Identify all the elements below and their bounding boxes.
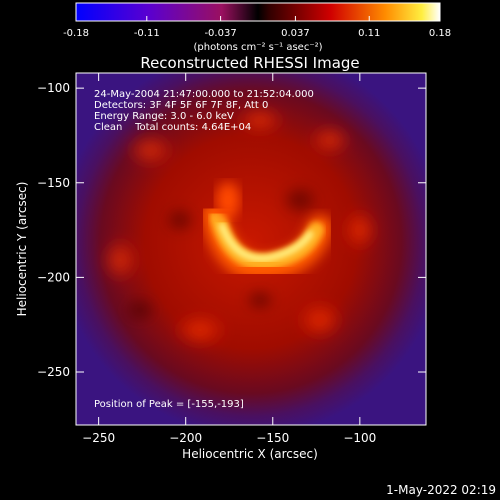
image-plot [76,73,426,425]
x-tick-label: −250 [82,431,115,445]
y-tick-label: −100 [37,81,70,95]
info-block: 24-May-2004 21:47:00.000 to 21:52:04.000… [94,89,314,133]
x-tick-label: −150 [256,431,289,445]
colorbar-tick-label: 0.18 [429,28,451,39]
y-tick-label: −150 [37,176,70,190]
colorbar [75,2,441,22]
x-axis-label: Heliocentric X (arcsec) [182,447,318,461]
colorbar-tick-label: -0.11 [134,28,160,39]
colorbar-tick-label: 0.11 [358,28,380,39]
y-tick-label: −250 [37,365,70,379]
info-line-detectors: Detectors: 3F 4F 5F 6F 7F 8F, Att 0 [94,100,268,111]
info-line-time: 24-May-2004 21:47:00.000 to 21:52:04.000 [94,89,314,100]
timestamp: 1-May-2022 02:19 [386,483,496,497]
colorbar-tick-label: -0.037 [204,28,236,39]
info-line-clean: Clean Total counts: 4.64E+04 [94,122,251,133]
info-line-energy: Energy Range: 3.0 - 6.0 keV [94,111,234,122]
plot-title: Reconstructed RHESSI Image [140,54,359,72]
colorbar-unit-label: (photons cm⁻² s⁻¹ asec⁻²) [193,42,322,53]
colorbar-tick-label: -0.18 [63,28,89,39]
colorbar-tick-label: 0.037 [281,28,310,39]
peak-position-label: Position of Peak = [-155,-193] [94,399,244,410]
emission-texture [100,105,378,348]
x-tick-label: −200 [169,431,202,445]
flare-crescent [201,182,333,282]
plot-frame [75,72,427,426]
y-axis-label: Heliocentric Y (arcsec) [15,182,29,317]
axis-ticks: −250 −200 −150 −100 −100 −150 −200 −250 [37,73,426,445]
y-tick-label: −200 [37,270,70,284]
colorbar-ticks: -0.18 -0.11 -0.037 0.037 0.11 0.18 [63,16,451,39]
x-tick-label: −100 [343,431,376,445]
